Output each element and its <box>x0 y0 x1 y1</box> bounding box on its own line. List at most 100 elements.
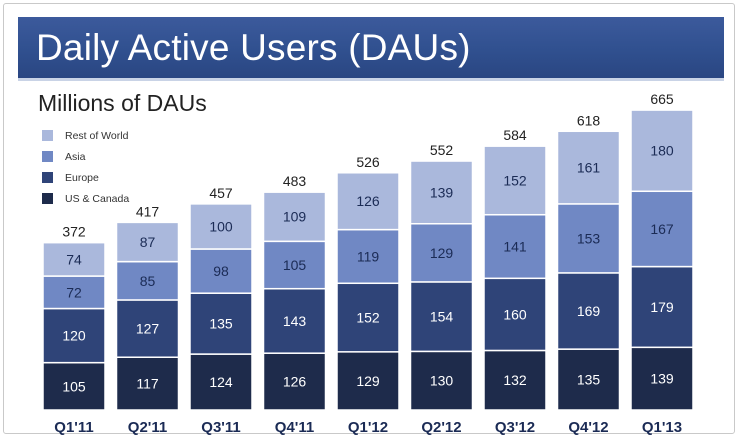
legend-swatch <box>42 130 53 141</box>
data-label: 153 <box>577 230 601 246</box>
data-label: 179 <box>650 299 674 315</box>
data-label: 152 <box>356 310 380 326</box>
data-label: 169 <box>577 303 601 319</box>
bar-segment-europe <box>630 265 694 349</box>
legend-swatch <box>42 151 53 162</box>
bar-segment-us-canada <box>336 351 400 411</box>
data-label: 126 <box>356 193 380 209</box>
data-label: 130 <box>430 373 454 389</box>
legend-item: US & Canada <box>42 188 129 209</box>
bar-segment-us-canada <box>262 352 327 411</box>
x-tick-label: Q3'12 <box>495 419 535 436</box>
data-label: 120 <box>62 328 86 344</box>
data-label: 126 <box>283 374 307 390</box>
total-label: 526 <box>356 154 380 170</box>
bar-segment-asia <box>630 190 694 268</box>
bar-segment-asia <box>262 240 327 290</box>
data-label: 161 <box>577 160 601 176</box>
data-label: 129 <box>356 373 380 389</box>
bar-segment-us-canada <box>556 348 621 411</box>
legend-label: Rest of World <box>65 129 129 142</box>
data-label: 132 <box>503 372 527 388</box>
total-label: 372 <box>62 224 86 240</box>
bar-segment-rest-of-world <box>42 241 106 277</box>
data-label: 152 <box>503 172 527 188</box>
data-label: 117 <box>136 376 159 392</box>
data-label: 160 <box>503 306 527 322</box>
data-label: 141 <box>503 239 527 255</box>
total-label: 552 <box>430 142 454 158</box>
bar-segment-asia <box>556 203 621 274</box>
legend-item: Europe <box>42 167 129 188</box>
data-label: 72 <box>66 284 82 300</box>
bar-segment-rest-of-world <box>556 130 621 205</box>
total-label: 483 <box>283 173 307 189</box>
total-label: 618 <box>577 112 601 128</box>
x-tick-label: Q4'11 <box>275 419 314 436</box>
legend-item: Rest of World <box>42 125 129 146</box>
bar-segment-rest-of-world <box>115 221 180 263</box>
bar-segment-asia <box>409 222 474 283</box>
legend-item: Asia <box>42 146 129 167</box>
title-banner: Daily Active Users (DAUs) <box>18 17 724 81</box>
bar-segment-asia <box>483 213 547 280</box>
x-tick-label: Q3'11 <box>201 419 240 436</box>
legend-label: Asia <box>65 150 86 163</box>
data-label: 98 <box>213 263 229 279</box>
bar-segment-rest-of-world <box>483 145 547 216</box>
data-label: 139 <box>650 371 674 387</box>
total-label: 584 <box>503 127 527 143</box>
data-label: 119 <box>357 248 380 264</box>
x-tick-label: Q2'11 <box>128 419 167 436</box>
data-label: 127 <box>136 321 160 337</box>
bar-segment-us-canada <box>409 350 474 411</box>
bar-segment-europe <box>483 277 547 352</box>
bar-segment-europe <box>336 282 400 353</box>
page-title: Daily Active Users (DAUs) <box>36 27 471 68</box>
data-label: 154 <box>430 309 454 325</box>
x-tick-label: Q1'13 <box>642 419 682 436</box>
bar-segment-rest-of-world <box>336 172 400 231</box>
x-tick-label: Q1'11 <box>54 419 93 436</box>
data-label: 105 <box>283 257 307 273</box>
bar-segment-europe <box>262 287 327 354</box>
data-label: 135 <box>209 316 233 332</box>
data-label: 74 <box>66 251 82 267</box>
legend-swatch <box>42 193 53 204</box>
bar-segment-rest-of-world <box>189 203 253 250</box>
data-label: 109 <box>283 209 307 225</box>
data-label: 85 <box>140 273 156 289</box>
bar-segment-europe <box>189 292 253 355</box>
x-tick-label: Q2'12 <box>421 419 461 436</box>
legend-label: Europe <box>65 171 99 184</box>
bar-segment-rest-of-world <box>409 160 474 225</box>
bar-segment-us-canada <box>483 349 547 411</box>
chart-subtitle: Millions of DAUs <box>38 90 207 116</box>
data-label: 87 <box>140 234 156 250</box>
data-label: 124 <box>209 374 233 390</box>
bar-segment-asia <box>115 260 180 301</box>
bar-segment-rest-of-world <box>630 109 694 193</box>
bar-segment-us-canada <box>630 346 694 411</box>
total-label: 417 <box>136 203 160 219</box>
data-label: 100 <box>209 218 233 234</box>
x-tick-label: Q4'12 <box>568 419 608 436</box>
legend-swatch <box>42 172 53 183</box>
data-label: 105 <box>62 378 86 394</box>
bar-segment-europe <box>556 272 621 350</box>
total-label: 665 <box>650 91 674 107</box>
data-label: 129 <box>430 245 454 261</box>
data-label: 180 <box>650 143 674 159</box>
data-label: 139 <box>430 184 454 200</box>
bar-segment-rest-of-world <box>262 191 327 243</box>
legend-label: US & Canada <box>65 192 130 205</box>
bar-segment-europe <box>115 299 180 358</box>
bar-segment-asia <box>189 248 253 294</box>
data-label: 143 <box>283 313 307 329</box>
total-label: 457 <box>209 185 233 201</box>
data-label: 135 <box>577 372 601 388</box>
x-tick-label: Q1'12 <box>348 419 388 436</box>
data-label: 167 <box>650 221 674 237</box>
chart-legend: Rest of World Asia Europe US & Canada <box>42 125 129 209</box>
